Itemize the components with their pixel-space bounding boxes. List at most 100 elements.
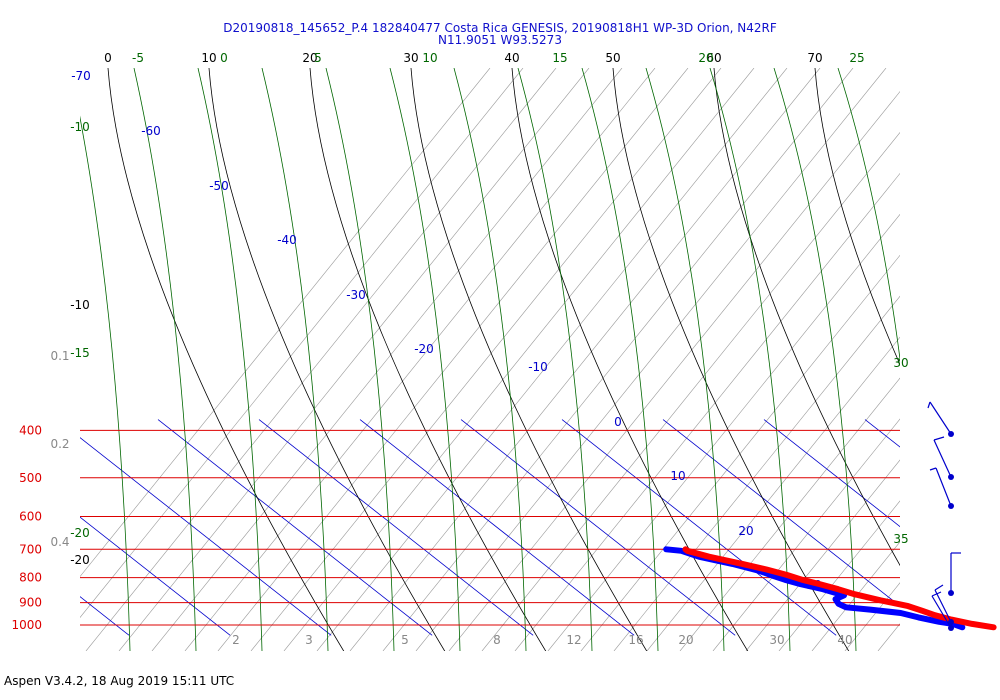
mixing-ratio-level-label: 0.4 <box>50 535 69 549</box>
temperature-profile-line-point <box>919 608 925 614</box>
wind-barb-staff <box>929 401 952 435</box>
isotherm-label: -50 <box>209 179 229 193</box>
isotherm-label: -10 <box>528 360 548 374</box>
pressure-label: 1000 <box>11 618 42 632</box>
temperature-profile-line-point <box>851 591 858 597</box>
moist-adiabat-line <box>517 68 593 651</box>
top-temp-label: 10 <box>201 51 216 65</box>
top-temp-label: 70 <box>807 51 822 65</box>
mixing-ratio-label: 16 <box>628 633 643 647</box>
mixing-ratio-line <box>646 336 900 651</box>
top-moist-label: -5 <box>132 51 144 65</box>
mixing-ratio-label: 20 <box>678 633 693 647</box>
mixing-ratio-line <box>679 377 900 651</box>
dewpoint-profile-line-point <box>832 596 839 602</box>
top-temp-label: 40 <box>504 51 519 65</box>
dewpoint-profile-line-point <box>898 610 904 616</box>
mixing-ratio-line <box>217 68 689 651</box>
dry-adiabat-line <box>916 68 1000 691</box>
dewpoint-profile-line-point <box>843 604 849 610</box>
isotherm-line <box>359 419 635 636</box>
dry-adiabat-line <box>208 68 446 651</box>
isotherm-line <box>80 437 332 636</box>
isotherm-label: -40 <box>277 233 297 247</box>
right-moist-label: 35 <box>893 532 908 546</box>
mixing-ratio-line <box>811 541 900 651</box>
mixing-ratio-line <box>712 418 900 651</box>
temperature-profile-line-point <box>991 624 997 630</box>
moist-adiabat-line <box>581 68 659 651</box>
mixing-ratio-label: 40 <box>837 633 852 647</box>
pressure-label: 400 <box>19 423 42 437</box>
moist-adiabat-line <box>325 68 395 651</box>
isotherm-line <box>966 420 1000 636</box>
moist-adiabat-line <box>773 68 857 651</box>
isotherm-label: -70 <box>71 69 91 83</box>
moist-adiabat-line <box>709 68 791 651</box>
wind-barbs <box>927 401 961 631</box>
mixing-ratio-line <box>316 68 788 651</box>
moist-adiabat-line <box>902 68 988 651</box>
temperature-profile-line-point <box>739 561 745 567</box>
dewpoint-profile-line-point <box>663 546 669 552</box>
mixing-ratio-line <box>911 68 1000 651</box>
top-temp-label: 60 <box>706 51 721 65</box>
moist-adiabat-line <box>966 68 1000 651</box>
isotherm-line <box>460 419 736 636</box>
temperature-profile-line-point <box>932 612 938 618</box>
wind-barb-staff <box>929 467 937 471</box>
chart-title: D20190818_145652_P.4 182840477 Costa Ric… <box>223 21 777 35</box>
moist-adiabat-line <box>837 68 900 363</box>
mixing-ratio-label: 30 <box>769 633 784 647</box>
temperature-profile-line-point <box>835 586 841 592</box>
left-dry-label: -20 <box>70 553 90 567</box>
mixing-ratio-line <box>349 68 821 651</box>
dry-adiabat-line <box>309 68 547 651</box>
temperature-profile-line-point <box>799 577 805 583</box>
footer-version-text: Aspen V3.4.2, 18 Aug 2019 15:11 UTC <box>4 674 235 688</box>
top-temp-label: 0 <box>104 51 112 65</box>
temperature-profile-line-point <box>784 572 790 578</box>
isotherm-label: -60 <box>141 124 161 138</box>
moist-adiabat-line <box>80 115 131 651</box>
moist-adiabat-line <box>645 68 725 651</box>
mixing-ratio-line <box>80 68 524 618</box>
dry-adiabat-line <box>410 68 648 651</box>
pressure-label: 500 <box>19 471 42 485</box>
mixing-ratio-line <box>778 500 900 651</box>
mixing-ratio-line <box>283 68 755 651</box>
left-moist-label: -20 <box>70 526 90 540</box>
mixing-ratio-line <box>85 68 557 651</box>
wind-barb-staff <box>935 467 952 507</box>
wind-barb-staff <box>931 591 942 597</box>
temperature-profile-line-point <box>706 554 712 560</box>
wind-barb-staff <box>934 589 952 623</box>
wind-barb-staff <box>931 595 952 629</box>
isotherm-line <box>80 596 130 636</box>
temperature-profile-line-point <box>764 566 770 573</box>
temperature-profile-line-point <box>816 581 823 587</box>
mixing-ratio-line <box>745 459 900 651</box>
moist-adiabat-line <box>389 68 461 651</box>
dry-adiabat-line <box>814 68 900 366</box>
left-dry-label: -10 <box>70 298 90 312</box>
dewpoint-profile-line-point <box>936 619 942 625</box>
isotherm-line <box>763 419 900 528</box>
pressure-label: 800 <box>19 571 42 585</box>
temperature-profile-line-point <box>969 621 975 627</box>
pressure-label: 700 <box>19 542 42 556</box>
left-moist-label: -10 <box>70 120 90 134</box>
moist-adiabat-line <box>133 68 197 651</box>
isotherm-label: 0 <box>614 415 622 429</box>
isotherm-line <box>258 419 534 636</box>
mixing-ratio-line <box>481 132 900 651</box>
mixing-ratio-line <box>448 91 900 651</box>
top-moist-label: 10 <box>422 51 437 65</box>
isotherm-label: -20 <box>414 342 434 356</box>
isotherm-line <box>662 419 900 607</box>
mixing-ratio-level-label: 0.1 <box>50 349 69 363</box>
temperature-profile-line-point <box>877 597 884 603</box>
isotherm-line <box>80 516 231 636</box>
top-moist-label: 0 <box>220 51 228 65</box>
isotherm-label: -30 <box>346 288 366 302</box>
